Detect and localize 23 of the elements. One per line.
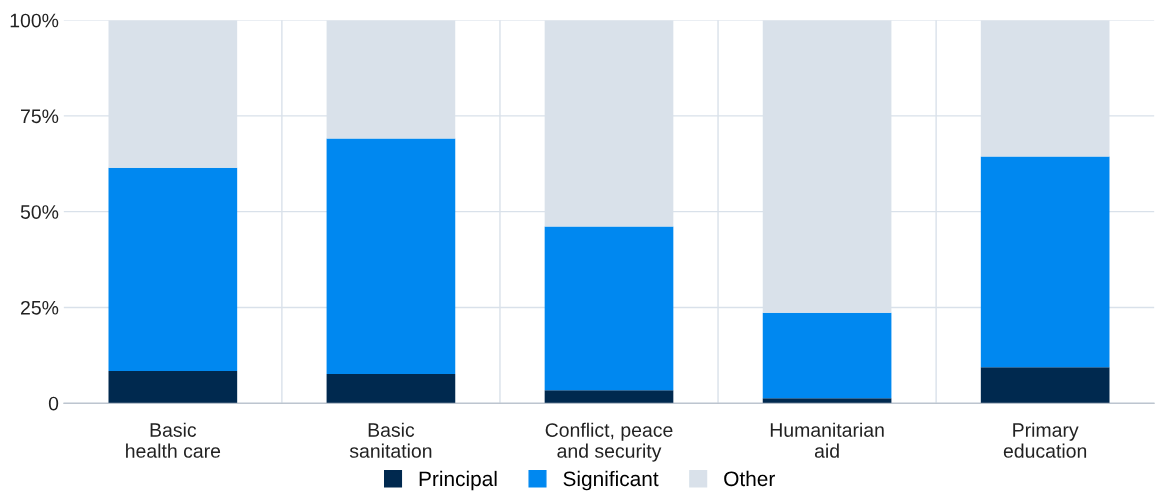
y-tick-label: 50% [20, 205, 59, 219]
x-tick-label: Primary education [1003, 422, 1087, 458]
bar [108, 371, 238, 404]
bar [544, 390, 674, 404]
bar [762, 398, 892, 404]
y-tick-label: 75% [21, 109, 59, 124]
x-tick-label: Basic sanitation [349, 422, 432, 458]
x-tick-label: Humanitarian aid [770, 422, 884, 458]
bar [980, 156, 1110, 368]
y-tick-label: 25% [21, 300, 59, 315]
bar [108, 167, 238, 372]
bar [762, 312, 892, 399]
legend-label: Principal [419, 470, 497, 491]
legend-label: Significant [563, 470, 659, 491]
y-tick-label: 0 [48, 396, 59, 411]
x-tick-label: Conflict, peace and security [545, 422, 673, 462]
bar [326, 138, 456, 375]
x-tick-label: Basic health care [126, 422, 221, 458]
bar [326, 374, 456, 404]
legend-label: Other [724, 470, 775, 487]
y-tick-label: 100% [10, 13, 59, 28]
bar [544, 226, 674, 391]
bar [980, 367, 1110, 404]
